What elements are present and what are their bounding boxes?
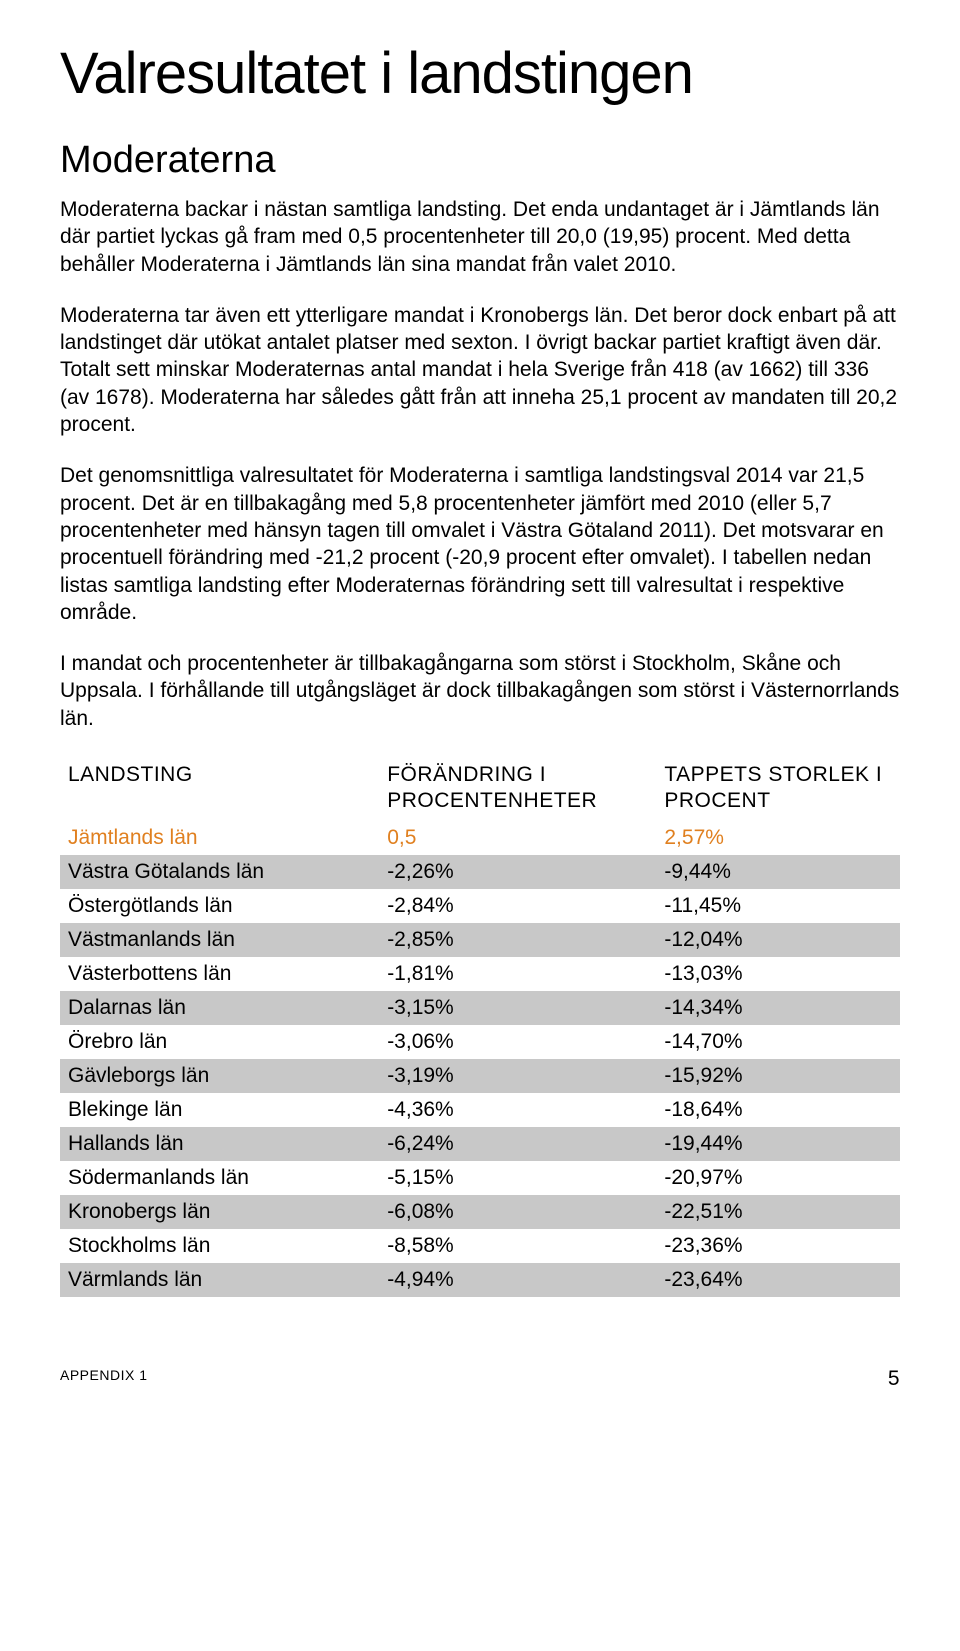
page-footer: APPENDIX 1 5	[60, 1367, 900, 1391]
table-cell-forandring: -3,06%	[379, 1025, 656, 1059]
table-cell-landsting: Västra Götalands län	[60, 855, 379, 889]
table-cell-forandring: -6,08%	[379, 1195, 656, 1229]
table-cell-forandring: -3,19%	[379, 1059, 656, 1093]
table-cell-forandring: -5,15%	[379, 1161, 656, 1195]
table-cell-tappets: -12,04%	[656, 923, 900, 957]
table-cell-tappets: -14,34%	[656, 991, 900, 1025]
table-cell-landsting: Gävleborgs län	[60, 1059, 379, 1093]
table-cell-forandring: -8,58%	[379, 1229, 656, 1263]
table-header-landsting: LANDSTING	[60, 756, 379, 821]
table-cell-landsting: Södermanlands län	[60, 1161, 379, 1195]
table-cell-landsting: Blekinge län	[60, 1093, 379, 1127]
table-header-row: LANDSTING FÖRÄNDRING I PROCENTENHETER TA…	[60, 756, 900, 821]
table-row: Gävleborgs län-3,19%-15,92%	[60, 1059, 900, 1093]
table-row: Östergötlands län-2,84%-11,45%	[60, 889, 900, 923]
table-cell-landsting: Östergötlands län	[60, 889, 379, 923]
page-title: Valresultatet i landstingen	[60, 40, 900, 107]
table-row: Södermanlands län-5,15%-20,97%	[60, 1161, 900, 1195]
footer-page-number: 5	[888, 1367, 900, 1391]
table-row: Hallands län-6,24%-19,44%	[60, 1127, 900, 1161]
table-cell-landsting: Stockholms län	[60, 1229, 379, 1263]
table-row: Värmlands län-4,94%-23,64%	[60, 1263, 900, 1297]
body-paragraph: Det genomsnittliga valresultatet för Mod…	[60, 462, 900, 626]
table-row: Västmanlands län-2,85%-12,04%	[60, 923, 900, 957]
table-row: Västerbottens län-1,81%-13,03%	[60, 957, 900, 991]
table-row: Kronobergs län-6,08%-22,51%	[60, 1195, 900, 1229]
table-cell-tappets: -23,36%	[656, 1229, 900, 1263]
table-cell-forandring: -6,24%	[379, 1127, 656, 1161]
table-cell-forandring: -4,36%	[379, 1093, 656, 1127]
table-cell-forandring: -2,26%	[379, 855, 656, 889]
table-cell-landsting: Hallands län	[60, 1127, 379, 1161]
table-header-tappets: TAPPETS STORLEK I PROCENT	[656, 756, 900, 821]
table-cell-tappets: -11,45%	[656, 889, 900, 923]
table-cell-tappets: -9,44%	[656, 855, 900, 889]
table-cell-forandring: -3,15%	[379, 991, 656, 1025]
table-cell-landsting: Västmanlands län	[60, 923, 379, 957]
table-row: Stockholms län-8,58%-23,36%	[60, 1229, 900, 1263]
table-row: Västra Götalands län-2,26%-9,44%	[60, 855, 900, 889]
table-cell-forandring: -2,85%	[379, 923, 656, 957]
table-row: Örebro län-3,06%-14,70%	[60, 1025, 900, 1059]
table-header-forandring: FÖRÄNDRING I PROCENTENHETER	[379, 756, 656, 821]
body-paragraph: Moderaterna backar i nästan samtliga lan…	[60, 196, 900, 278]
table-cell-tappets: -18,64%	[656, 1093, 900, 1127]
table-row: Dalarnas län-3,15%-14,34%	[60, 991, 900, 1025]
table-row: Jämtlands län0,52,57%	[60, 821, 900, 855]
table-cell-tappets: -19,44%	[656, 1127, 900, 1161]
footer-appendix-label: APPENDIX 1	[60, 1367, 147, 1391]
table-cell-landsting: Örebro län	[60, 1025, 379, 1059]
table-row: Blekinge län-4,36%-18,64%	[60, 1093, 900, 1127]
table-cell-tappets: 2,57%	[656, 821, 900, 855]
body-paragraph: Moderaterna tar även ett ytterligare man…	[60, 302, 900, 438]
table-cell-landsting: Dalarnas län	[60, 991, 379, 1025]
table-cell-forandring: 0,5	[379, 821, 656, 855]
table-cell-tappets: -15,92%	[656, 1059, 900, 1093]
table-cell-tappets: -20,97%	[656, 1161, 900, 1195]
section-subtitle: Moderaterna	[60, 139, 900, 182]
table-cell-tappets: -22,51%	[656, 1195, 900, 1229]
table-cell-landsting: Värmlands län	[60, 1263, 379, 1297]
results-table: LANDSTING FÖRÄNDRING I PROCENTENHETER TA…	[60, 756, 900, 1297]
table-cell-landsting: Kronobergs län	[60, 1195, 379, 1229]
table-cell-forandring: -1,81%	[379, 957, 656, 991]
table-cell-landsting: Västerbottens län	[60, 957, 379, 991]
table-cell-tappets: -23,64%	[656, 1263, 900, 1297]
body-paragraph: I mandat och procentenheter är tillbakag…	[60, 650, 900, 732]
table-cell-forandring: -2,84%	[379, 889, 656, 923]
table-cell-tappets: -13,03%	[656, 957, 900, 991]
table-cell-landsting: Jämtlands län	[60, 821, 379, 855]
table-cell-forandring: -4,94%	[379, 1263, 656, 1297]
table-cell-tappets: -14,70%	[656, 1025, 900, 1059]
